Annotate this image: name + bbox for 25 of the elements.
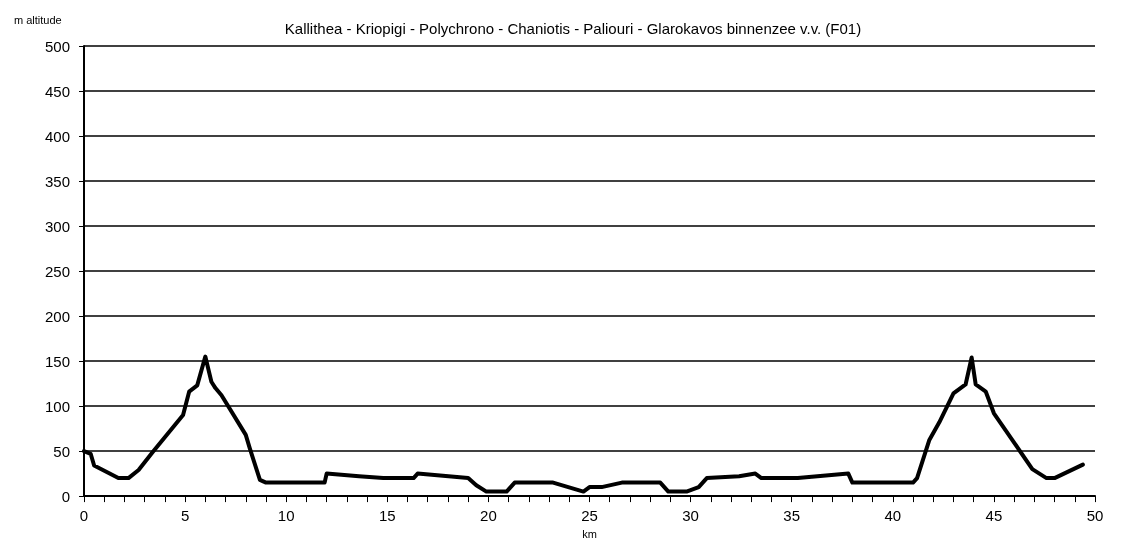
x-tick-label: 40 — [884, 507, 902, 525]
y-tick-label: 0 — [61, 487, 70, 505]
x-tick-label: 15 — [378, 507, 396, 525]
y-tick-label: 150 — [44, 352, 70, 370]
y-tick-label: 500 — [44, 37, 70, 55]
x-tick-label: 0 — [79, 507, 89, 525]
y-tick-label: 50 — [53, 442, 70, 460]
x-tick-label: 5 — [180, 507, 190, 525]
y-tick-label: 300 — [44, 217, 70, 235]
y-tick-label: 400 — [44, 127, 70, 145]
x-tick-label: 30 — [682, 507, 699, 525]
x-tick-label: 10 — [277, 507, 295, 525]
y-axis-title: m altitude — [14, 13, 62, 26]
y-tick-label: 450 — [44, 82, 70, 100]
x-tick-label: 45 — [985, 507, 1003, 525]
y-tick-label: 100 — [44, 397, 70, 415]
x-tick-label: 35 — [783, 507, 801, 525]
x-axis-title: km — [582, 527, 597, 540]
chart-title: Kallithea - Kriopigi - Polychrono - Chaniotis - Paliouri - Glarokavos binnenzee v.v. (F01) — [284, 20, 862, 37]
x-tick-label: 50 — [1086, 507, 1104, 525]
x-tick-label: 25 — [581, 507, 598, 525]
y-tick-label: 350 — [44, 172, 70, 190]
y-tick-label: 250 — [44, 262, 70, 280]
x-tick-label: 20 — [480, 507, 497, 525]
y-tick-label: 200 — [44, 307, 70, 325]
